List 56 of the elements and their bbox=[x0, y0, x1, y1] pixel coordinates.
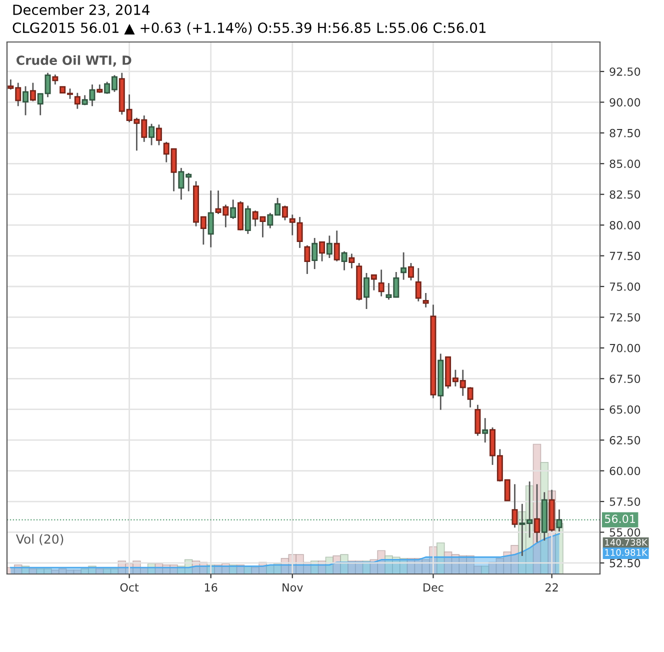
x-tick-label: 16 bbox=[204, 583, 218, 592]
chart-title: December 23, 2014 bbox=[13, 4, 150, 16]
y-tick-label: 72.50 bbox=[610, 313, 640, 322]
x-tick-label: Dec bbox=[424, 583, 444, 592]
y-tick-label: 90.00 bbox=[610, 98, 640, 107]
candlestick bbox=[474, 404, 481, 436]
candlestick bbox=[370, 274, 377, 292]
candlestick bbox=[74, 92, 80, 110]
candlestick bbox=[482, 417, 488, 444]
candlestick bbox=[364, 272, 370, 310]
candlestick bbox=[348, 253, 355, 270]
y-tick-label: 70.00 bbox=[610, 344, 640, 352]
y-tick-label: 75.00 bbox=[610, 282, 640, 291]
text: 110.981K bbox=[605, 549, 648, 556]
y-tick-label: 87.50 bbox=[610, 128, 640, 138]
y-tick-label: 60.00 bbox=[610, 466, 640, 476]
y-tick-label: 67.50 bbox=[610, 374, 640, 384]
y-tick-label: 82.50 bbox=[610, 190, 640, 199]
candlestick bbox=[378, 268, 384, 298]
candlestick bbox=[230, 198, 236, 220]
chart-subtitle: CLG2015 56.01 ▲ +0.63 (+1.14%) O:55.39 H:56.85 L:55.06 C:56.01 bbox=[12, 22, 486, 35]
candlestick bbox=[334, 230, 340, 262]
candlestick bbox=[304, 244, 310, 275]
candlestick bbox=[156, 124, 162, 146]
candlestick bbox=[282, 204, 288, 221]
candlestick bbox=[408, 262, 414, 282]
x-tick-label: 22 bbox=[546, 583, 558, 592]
y-tick-label: 77.50 bbox=[610, 252, 640, 260]
y-tick-label: 80.00 bbox=[610, 221, 640, 230]
candlestick bbox=[30, 82, 36, 102]
y-tick-label: 57.50 bbox=[610, 497, 640, 506]
y-tick-label: 52.50 bbox=[610, 558, 640, 568]
candlestick bbox=[422, 292, 429, 308]
candlestick bbox=[415, 267, 422, 302]
x-tick-label: Nov bbox=[282, 583, 303, 592]
x-tick-label: Oct bbox=[120, 583, 139, 592]
y-tick-label: 92.50 bbox=[610, 67, 640, 76]
candlestick bbox=[319, 241, 326, 262]
candlestick bbox=[341, 250, 348, 271]
candlestick bbox=[244, 204, 251, 235]
annotation: Vol (20) bbox=[16, 534, 64, 546]
y-tick-label: 62.50 bbox=[610, 436, 640, 444]
y-tick-label: 85.00 bbox=[610, 160, 640, 168]
candlestick bbox=[512, 483, 518, 528]
candlestick bbox=[400, 252, 407, 280]
text: 140.738K bbox=[605, 538, 648, 546]
candlestick bbox=[208, 190, 214, 248]
y-tick-label: 65.00 bbox=[610, 405, 640, 414]
candlestick bbox=[22, 86, 29, 116]
ref-line-label: 56.01 bbox=[605, 514, 635, 524]
candlestick bbox=[312, 237, 318, 270]
candlestick bbox=[326, 234, 332, 259]
annotation: Crude Oil WTI, D bbox=[16, 55, 132, 67]
candlestick bbox=[148, 123, 155, 146]
candlestick bbox=[52, 74, 58, 86]
y-tick-label: 55.00 bbox=[610, 528, 640, 537]
